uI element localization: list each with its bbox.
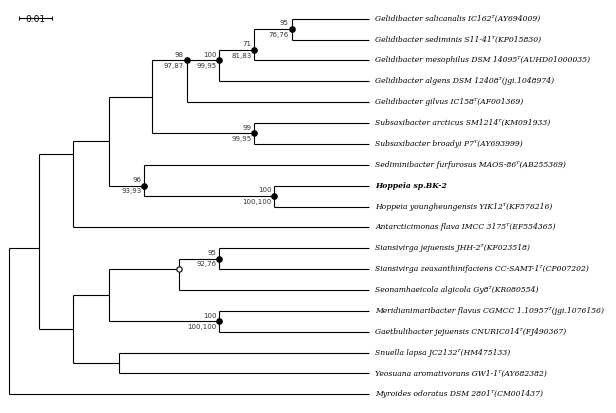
Text: Myroides odoratus DSM 2801ᵀ(CM001437): Myroides odoratus DSM 2801ᵀ(CM001437): [375, 390, 543, 398]
Text: Gelidibacter sediminis S11-41ᵀ(KP015830): Gelidibacter sediminis S11-41ᵀ(KP015830): [375, 36, 541, 44]
Text: Gelidibacter gilvus IC158ᵀ(AF001369): Gelidibacter gilvus IC158ᵀ(AF001369): [375, 98, 524, 106]
Text: 0.01: 0.01: [25, 14, 46, 24]
Text: Subsaxibacter arcticus SM1214ᵀ(KM091933): Subsaxibacter arcticus SM1214ᵀ(KM091933): [375, 119, 551, 127]
Text: 71: 71: [242, 41, 251, 47]
Text: 96: 96: [132, 177, 141, 183]
Text: 100: 100: [258, 188, 272, 193]
Text: 100,100: 100,100: [187, 324, 216, 330]
Text: 98: 98: [175, 52, 184, 58]
Text: 95: 95: [208, 250, 216, 256]
Text: 93,93: 93,93: [121, 188, 141, 195]
Text: Hoppeia sp.BK-2: Hoppeia sp.BK-2: [375, 182, 447, 190]
Text: Siansivirga jejuensis JHH-2ᵀ(KF023518): Siansivirga jejuensis JHH-2ᵀ(KF023518): [375, 244, 530, 252]
Text: Meridianimaribacter flavus CGMCC 1.10957ᵀ(jgi.1076156): Meridianimaribacter flavus CGMCC 1.10957…: [375, 307, 604, 315]
Text: 100: 100: [203, 313, 216, 318]
Text: 99,95: 99,95: [231, 136, 251, 142]
Text: Snuella lapsa JC2132ᵀ(HM475133): Snuella lapsa JC2132ᵀ(HM475133): [375, 349, 511, 356]
Text: 99,95: 99,95: [196, 63, 216, 69]
Text: 92,76: 92,76: [196, 261, 216, 267]
Text: Antarcticimonas flava IMCC 3175ᵀ(EF554365): Antarcticimonas flava IMCC 3175ᵀ(EF55436…: [375, 223, 556, 231]
Text: Siansivirga zeaxanthinifaciens CC-SAMT-1ᵀ(CP007202): Siansivirga zeaxanthinifaciens CC-SAMT-1…: [375, 265, 590, 273]
Text: 100,100: 100,100: [242, 199, 272, 205]
Text: Gelidibacter salicanalis IC162ᵀ(AY694009): Gelidibacter salicanalis IC162ᵀ(AY694009…: [375, 15, 541, 23]
Text: 99: 99: [242, 125, 251, 131]
Text: Hoppeia youngheungensis YIK12ᵀ(KF576216): Hoppeia youngheungensis YIK12ᵀ(KF576216): [375, 202, 553, 211]
Text: 97,87: 97,87: [163, 63, 184, 69]
Text: Gelidibacter mesophilus DSM 14095ᵀ(AUHD01000035): Gelidibacter mesophilus DSM 14095ᵀ(AUHD0…: [375, 57, 591, 64]
Text: 76,76: 76,76: [269, 32, 289, 38]
Text: Yeosuana aromativorans GW1-1ᵀ(AY682382): Yeosuana aromativorans GW1-1ᵀ(AY682382): [375, 369, 547, 377]
Text: 95: 95: [280, 21, 289, 26]
Text: Seonamhaeicola algicola Gy8ᵀ(KR080554): Seonamhaeicola algicola Gy8ᵀ(KR080554): [375, 286, 539, 294]
Text: Gelidibacter algens DSM 12408ᵀ(jgi.1048974): Gelidibacter algens DSM 12408ᵀ(jgi.10489…: [375, 77, 554, 85]
Text: Subsaxibacter broadyi P7ᵀ(AY693999): Subsaxibacter broadyi P7ᵀ(AY693999): [375, 140, 523, 148]
Text: 100: 100: [203, 52, 216, 58]
Text: Sediminibacter furfurosus MAOS-86ᵀ(AB255369): Sediminibacter furfurosus MAOS-86ᵀ(AB255…: [375, 161, 566, 169]
Text: 81,83: 81,83: [231, 53, 251, 59]
Text: Gaetbulibacter jejuensis CNURIC014ᵀ(FJ490367): Gaetbulibacter jejuensis CNURIC014ᵀ(FJ49…: [375, 328, 567, 336]
